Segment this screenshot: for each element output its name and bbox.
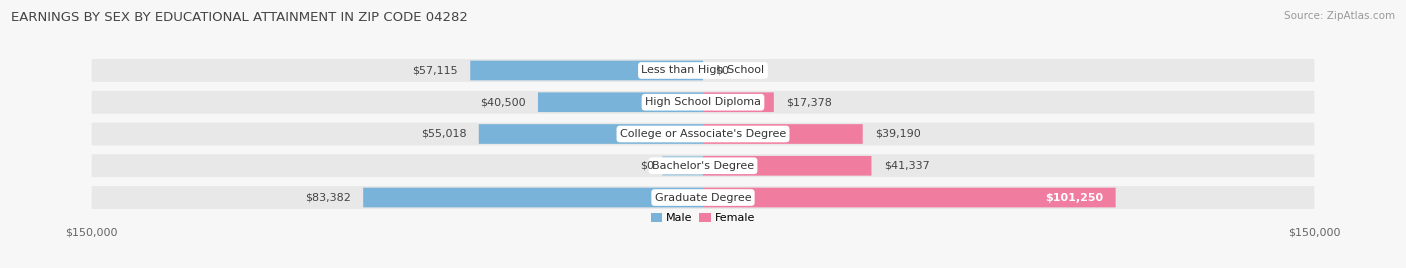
FancyBboxPatch shape — [91, 154, 1315, 177]
Text: EARNINGS BY SEX BY EDUCATIONAL ATTAINMENT IN ZIP CODE 04282: EARNINGS BY SEX BY EDUCATIONAL ATTAINMEN… — [11, 11, 468, 24]
FancyBboxPatch shape — [479, 124, 703, 144]
FancyBboxPatch shape — [703, 124, 863, 144]
Text: $41,337: $41,337 — [884, 161, 929, 171]
Text: $0: $0 — [716, 65, 730, 76]
Text: $39,190: $39,190 — [875, 129, 921, 139]
Text: Source: ZipAtlas.com: Source: ZipAtlas.com — [1284, 11, 1395, 21]
FancyBboxPatch shape — [703, 156, 872, 176]
Text: $83,382: $83,382 — [305, 192, 352, 203]
FancyBboxPatch shape — [470, 61, 703, 80]
FancyBboxPatch shape — [91, 186, 1315, 209]
Text: College or Associate's Degree: College or Associate's Degree — [620, 129, 786, 139]
Text: Bachelor's Degree: Bachelor's Degree — [652, 161, 754, 171]
FancyBboxPatch shape — [91, 91, 1315, 114]
Text: $57,115: $57,115 — [412, 65, 458, 76]
Text: $101,250: $101,250 — [1045, 192, 1104, 203]
Text: $40,500: $40,500 — [479, 97, 526, 107]
FancyBboxPatch shape — [538, 92, 703, 112]
FancyBboxPatch shape — [91, 59, 1315, 82]
Text: High School Diploma: High School Diploma — [645, 97, 761, 107]
FancyBboxPatch shape — [703, 188, 1115, 207]
FancyBboxPatch shape — [91, 122, 1315, 146]
Text: Graduate Degree: Graduate Degree — [655, 192, 751, 203]
Text: $17,378: $17,378 — [786, 97, 832, 107]
Legend: Male, Female: Male, Female — [647, 209, 759, 228]
Text: $55,018: $55,018 — [420, 129, 467, 139]
FancyBboxPatch shape — [363, 188, 703, 207]
Text: Less than High School: Less than High School — [641, 65, 765, 76]
FancyBboxPatch shape — [662, 156, 703, 176]
FancyBboxPatch shape — [703, 92, 773, 112]
Text: $0: $0 — [640, 161, 654, 171]
